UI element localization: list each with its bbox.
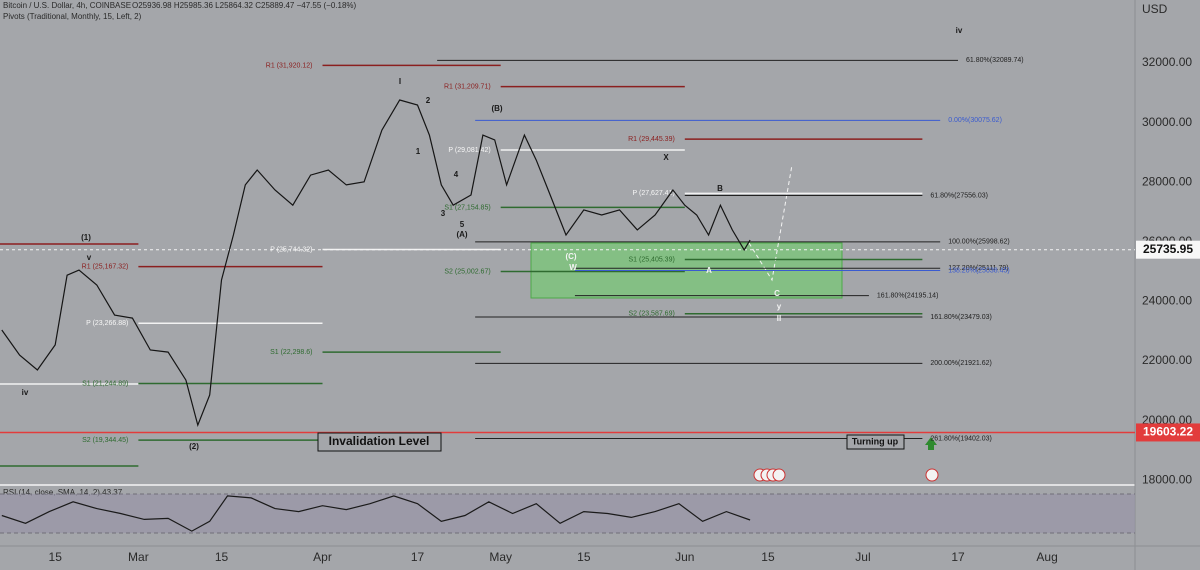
pivot-label: P (23,266.88) [86,320,128,327]
pivot-label: P (29,081.42) [448,147,490,154]
wave-label: 2 [426,96,431,105]
x-tick-label: 15 [577,550,591,564]
rsi-title: RSI (14, close, SMA, 14, 2) 43.37 [3,488,123,497]
wave-label: iv [956,26,963,35]
pivot-label: S2 (19,344.45) [82,437,128,444]
y-tick-label: 32000.00 [1142,55,1192,69]
y-tick-label: 28000.00 [1142,174,1192,188]
pivot-label: S1 (27,154.85) [444,204,490,211]
rsi-band [0,493,1135,534]
projection-path [748,164,793,282]
pivot-label: S2 (25,002.67) [444,268,490,275]
y-tick-label: 20000.00 [1142,413,1192,427]
pivot-label: R1 (31,920.12) [266,62,313,69]
pivot-label: P (25,744.32) [270,246,312,253]
turning-box [846,434,905,450]
pivot-label: S1 (22,298.6) [270,349,312,356]
wave-label: (B) [491,104,502,113]
subtitle: Pivots (Traditional, Monthly, 15, Left, … [3,12,142,21]
chart-title: Bitcoin / U.S. Dollar, 4h, COINBASE [3,1,131,10]
x-tick-label: Jun [675,550,694,564]
wave-label: A [706,266,712,275]
y-tick-label: 24000.00 [1142,294,1192,308]
fib-label: 200.00%(21921.62) [930,360,992,367]
fib-label: 161.80%(24195.14) [877,292,939,299]
invalidation-price-label: 19603.22 [1143,425,1193,439]
wave-label: C [774,289,780,298]
wave-label: (1) [81,233,91,242]
fib-label: 100.00%(25998.62) [948,239,1010,246]
x-tick-label: 17 [411,550,425,564]
x-tick-label: Jul [855,550,870,564]
pivot-label: S1 (21,244.89) [82,380,128,387]
wave-label: 3 [441,209,446,218]
flag [925,468,939,482]
pivot-label: R1 (29,445.39) [628,136,675,143]
x-tick-label: Aug [1036,550,1057,564]
wave-label: II [777,314,781,323]
event-flags [753,468,939,482]
fib-label: 127.20%(25111.79) [948,265,1008,272]
fib-label: 161.80%(23479.03) [930,314,992,321]
turning-text: Turning up [852,436,899,446]
wave-label: B [717,184,723,193]
invalidation-box [317,432,442,452]
last-price-box [1136,240,1200,259]
wave-label: y [777,302,782,311]
pivot-label: R1 (31,209.71) [444,83,491,90]
fib-label: 0.00%(30075.62) [948,117,1002,124]
x-tick-label: Mar [128,550,149,564]
invalidation-text: Invalidation Level [329,434,430,448]
quote: O25936.98 H25985.36 L25864.32 C25889.47 … [132,1,357,10]
pivot-label: S2 (23,587.69) [628,311,674,318]
wave-label: (C) [565,252,576,261]
fib-label: 138.20%(25038.45) [948,267,1010,274]
y-tick-label: 22000.00 [1142,353,1192,367]
flag [772,468,786,482]
x-tick-label: 15 [761,550,775,564]
wave-label: X [663,153,669,162]
pivot-label: R1 (25,167.32) [82,263,129,270]
pivot-label: P (27,627.41) [633,190,675,197]
fib-label: 61.80%(27556.03) [930,192,988,199]
x-tick-label: 15 [215,550,229,564]
fib-label: 261.80%(19402.03) [930,435,992,442]
y-tick-label: 30000.00 [1142,115,1192,129]
last-price-label: 25735.95 [1143,242,1193,256]
x-tick-label: 17 [951,550,965,564]
wave-label: (2) [189,442,199,451]
rsi-line [1,495,751,532]
wave-label: 4 [454,170,459,179]
wave-label: W [569,263,577,272]
axis-label: USD [1142,2,1168,16]
pivot-label: S1 (25,405.39) [628,256,674,263]
invalidation-price-box [1136,423,1200,442]
fib-label: 61.80%(32089.74) [966,57,1024,64]
price-line [1,99,751,428]
wave-label: (A) [456,230,467,239]
x-tick-label: 15 [49,550,63,564]
x-tick-label: Apr [313,550,332,564]
up-arrow [925,437,937,450]
wave-label: I [399,77,401,86]
wave-label: v [87,253,92,262]
y-tick-label: 18000.00 [1142,472,1192,486]
wave-label: 5 [460,220,465,229]
x-tick-label: May [489,550,512,564]
wave-label: 1 [416,147,421,156]
wave-label: iv [22,388,29,397]
